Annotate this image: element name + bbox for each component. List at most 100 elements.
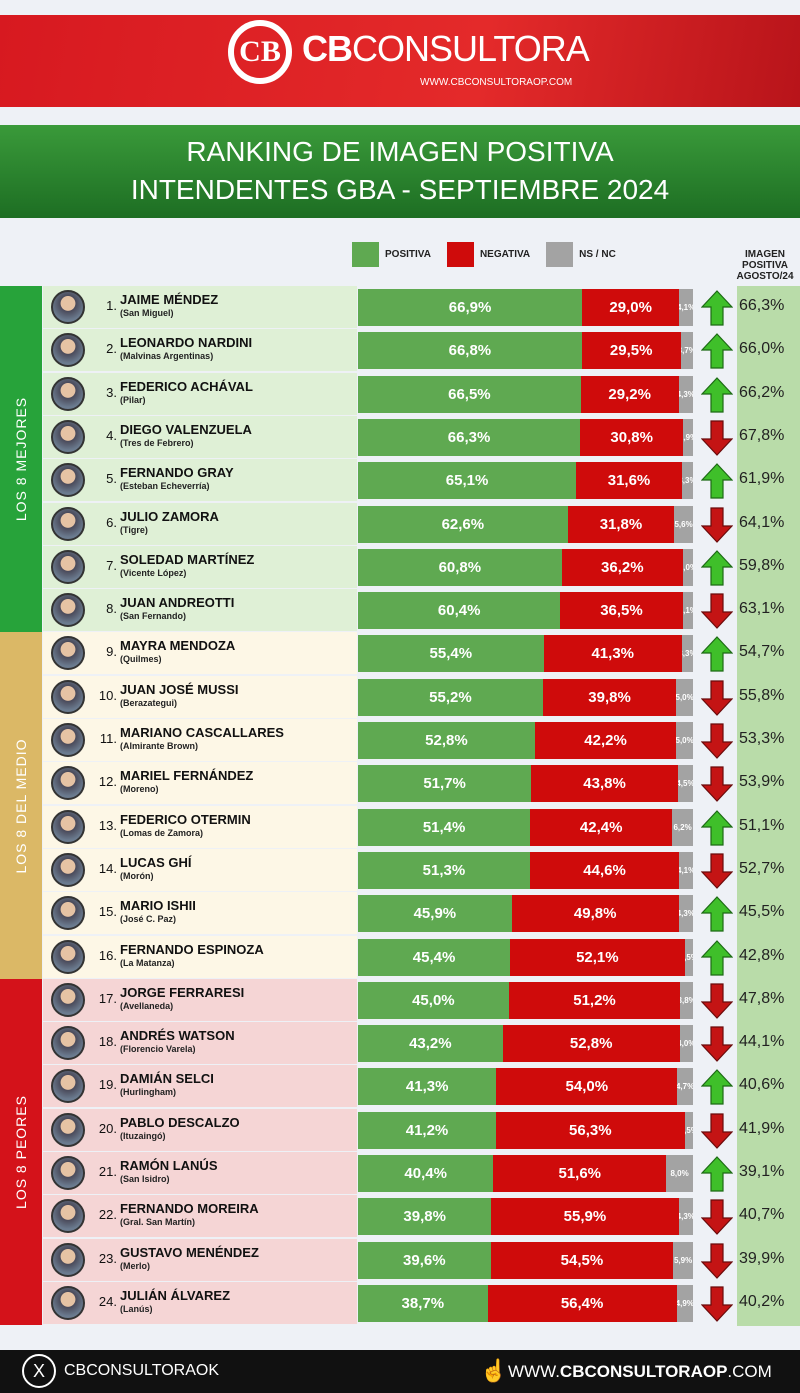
bar-positiva: 66,3% (358, 418, 581, 456)
brand-url[interactable]: WWW.CBCONSULTORAOP.COM (420, 77, 573, 88)
site-prefix: WWW. (508, 1362, 560, 1381)
mayor-name: FERNANDO ESPINOZA (120, 941, 264, 957)
mayor-name: FERNANDO GRAY (120, 465, 234, 481)
rank: 12. (98, 774, 117, 790)
bar-positiva: 43,2% (358, 1025, 503, 1063)
ranking-row: 22. FERNANDO MOREIRA (Gral. San Martín) … (43, 1195, 800, 1238)
bar-negativa: 36,5% (560, 592, 683, 630)
bar-negativa: 56,3% (496, 1111, 685, 1149)
mayor-name: GUSTAVO MENÉNDEZ (120, 1244, 259, 1260)
prev-month-value: 41,9% (739, 1119, 785, 1137)
bar-nsnc: 2,9% (683, 418, 693, 456)
prev-month-column (737, 286, 800, 1326)
arrow-up-icon (701, 809, 733, 846)
district: (San Miguel) (120, 308, 174, 318)
bar-negativa: 29,0% (582, 289, 680, 326)
mayor-name: MARIEL FERNÁNDEZ (120, 768, 254, 784)
ranking-row: 1. JAIME MÉNDEZ (San Miguel) 66,9% 29,0%… (43, 286, 800, 328)
bar-nsnc: 3,7% (680, 332, 693, 370)
stacked-bar: 60,8% 36,2% 3,0% (358, 548, 693, 586)
bar-nsnc: 5,0% (676, 678, 693, 716)
avatar (51, 1112, 85, 1147)
bar-negativa: 30,8% (580, 418, 684, 456)
arrow-up-icon (701, 463, 733, 499)
ranking-row: 3. FEDERICO ACHÁVAL (Pilar) 66,5% 29,2% … (43, 372, 800, 415)
arrow-down-icon (701, 766, 733, 803)
arrow-down-icon (701, 1113, 733, 1149)
rank: 13. (98, 817, 117, 833)
ranking-row: 4. DIEGO VALENZUELA (Tres de Febrero) 66… (43, 415, 800, 458)
prev-month-value: 53,3% (739, 730, 785, 747)
bar-nsnc: 5,0% (676, 722, 693, 759)
district: (Pilar) (120, 394, 146, 405)
bar-positiva: 41,2% (358, 1111, 497, 1149)
avatar (51, 1199, 85, 1234)
arrow-up-icon (701, 636, 733, 672)
avatar (51, 852, 85, 887)
group-band: LOS 8 DEL MEDIO (0, 632, 42, 979)
mayor-name: LEONARDO NARDINI (120, 335, 253, 351)
district: (José C. Paz) (120, 914, 177, 925)
name-cell: 9. MAYRA MENDOZA (Quilmes) (43, 632, 357, 675)
rank: 20. (98, 1120, 117, 1136)
stacked-bar: 51,7% 43,8% 4,5% (358, 765, 693, 803)
district: (Florencio Varela) (120, 1044, 196, 1055)
ranking-row: 20. PABLO DESCALZO (Ituzaingó) 41,2% 56,… (43, 1108, 800, 1151)
prev-month-value: 40,2% (739, 1292, 785, 1310)
footer-website[interactable]: WWW.CBCONSULTORAOP.COM (508, 1362, 772, 1382)
avatar (51, 939, 85, 974)
bar-nsnc: 2,5% (684, 938, 693, 976)
bar-nsnc: 3,0% (682, 548, 693, 586)
stacked-bar: 41,3% 54,0% 4,7% (358, 1068, 693, 1106)
bar-negativa: 52,8% (502, 1025, 680, 1063)
arrow-down-icon (701, 853, 733, 889)
brand-name: CBCONSULTORA (302, 28, 590, 70)
bar-nsnc: 6,2% (672, 808, 693, 846)
avatar (51, 982, 85, 1017)
title-line-2: INTENDENTES GBA - SEPTIEMBRE 2024 (130, 174, 670, 205)
bar-positiva: 66,5% (358, 375, 581, 413)
district: (Lomas de Zamora) (120, 827, 204, 838)
prev-month-value: 66,2% (739, 383, 785, 401)
rank: 2. (106, 341, 117, 357)
ranking-row: 24. JULIÁN ÁLVAREZ (Lanús) 38,7% 56,4% 4… (43, 1281, 800, 1324)
rank: 23. (98, 1250, 117, 1266)
bar-negativa: 54,5% (490, 1241, 674, 1279)
stacked-bar: 55,2% 39,8% 5,0% (358, 678, 693, 716)
bar-positiva: 66,8% (358, 332, 582, 370)
site-bold: CBCONSULTORAOP (559, 1362, 728, 1381)
bar-negativa: 39,8% (542, 678, 677, 716)
x-logo-icon[interactable]: X (22, 1354, 56, 1388)
ranking-row: 6. JULIO ZAMORA (Tigre) 62,6% 31,8% 5,6%… (43, 502, 800, 545)
bar-nsnc: 4,9% (676, 1284, 693, 1322)
avatar (51, 1026, 85, 1061)
mayor-name: JUAN ANDREOTTI (120, 595, 235, 611)
ranking-row: 7. SOLEDAD MARTÍNEZ (Vicente López) 60,8… (43, 545, 800, 588)
mayor-name: MARIO ISHII (120, 898, 196, 914)
legend-nsnc: NS / NC (579, 249, 616, 260)
bar-nsnc: 4,3% (678, 895, 693, 933)
bar-nsnc: 2,5% (684, 1111, 693, 1149)
arrow-down-icon (701, 680, 733, 716)
name-cell: 2. LEONARDO NARDINI (Malvinas Argentinas… (43, 329, 357, 372)
pointer-hand-icon: ☝ (480, 1358, 508, 1383)
ranking-row: 16. FERNANDO ESPINOZA (La Matanza) 45,4%… (43, 935, 800, 978)
stacked-bar: 66,9% 29,0% 4,1% (358, 289, 693, 326)
district: (Vicente López) (120, 567, 187, 578)
arrow-down-icon (701, 723, 733, 759)
name-cell: 5. FERNANDO GRAY (Esteban Echeverría) (43, 459, 357, 502)
prev-month-value: 66,3% (739, 297, 785, 314)
rank: 9. (106, 644, 117, 660)
ranking-row: 19. DAMIÁN SELCI (Hurlingham) 41,3% 54,0… (43, 1065, 800, 1108)
district: (Esteban Echeverría) (120, 481, 210, 492)
bar-positiva: 62,6% (358, 505, 568, 543)
avatar (51, 723, 85, 757)
mayor-name: FEDERICO OTERMIN (120, 811, 251, 827)
bar-negativa: 51,6% (493, 1155, 667, 1192)
bar-negativa: 52,1% (510, 938, 685, 976)
district: (Moreno) (120, 784, 159, 795)
x-handle[interactable]: CBCONSULTORAOK (64, 1362, 219, 1379)
legend-negativa: NEGATIVA (479, 249, 531, 260)
avatar (51, 896, 85, 931)
avatar (51, 463, 85, 498)
